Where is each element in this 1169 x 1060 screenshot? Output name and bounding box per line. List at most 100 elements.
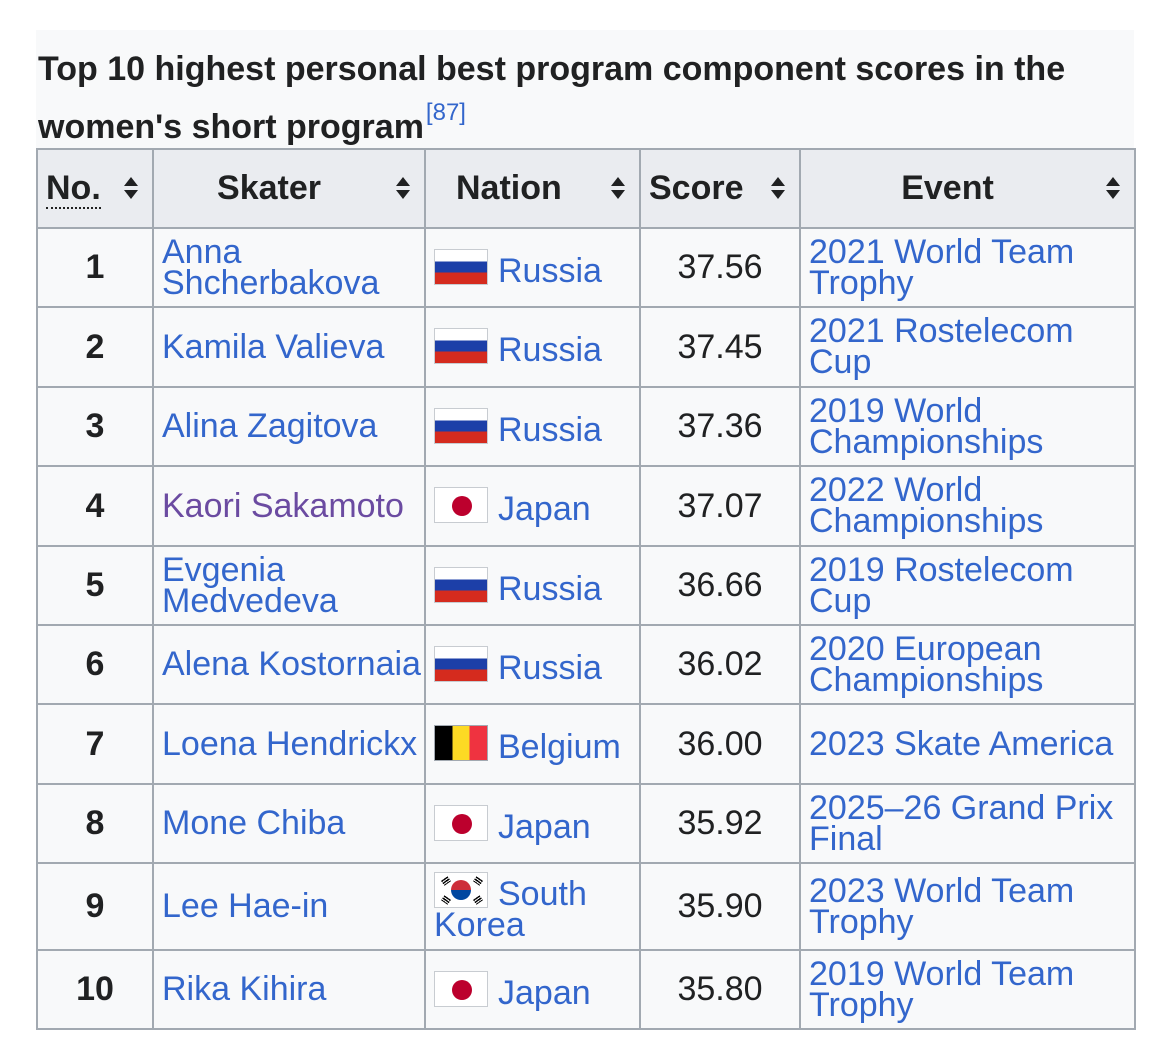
- skater-cell: Loena Hendrickx: [152, 703, 426, 785]
- table-row: 1 Anna Shcherbakova Russia 37.56 2021 World …: [36, 227, 1136, 308]
- score-cell: 37.45: [639, 306, 801, 388]
- nation-link[interactable]: South Korea: [434, 875, 587, 944]
- skater-link[interactable]: Alena Kostornaia: [162, 645, 421, 683]
- nation-link[interactable]: Japan: [498, 973, 591, 1012]
- skater-link[interactable]: Mone Chiba: [162, 804, 346, 842]
- event-link[interactable]: 2023 World Team Trophy: [809, 871, 1075, 941]
- russia-flag-icon: [434, 566, 488, 603]
- skater-cell: Kaori Sakamoto: [152, 465, 426, 547]
- skater-link[interactable]: Kamila Valieva: [162, 327, 385, 366]
- russia-flag-icon: [434, 328, 488, 364]
- table-caption: Top 10 highest personal best program com…: [38, 40, 1134, 156]
- nation-link[interactable]: Russia: [498, 648, 602, 687]
- event-link[interactable]: 2021 Rostelecom Cup: [809, 312, 1074, 381]
- belgium-flag-icon: [434, 725, 488, 761]
- rank-cell: 9: [36, 862, 154, 951]
- nation-link[interactable]: Russia: [498, 569, 602, 608]
- skater-link[interactable]: Kaori Sakamoto: [162, 486, 404, 525]
- sort-icon[interactable]: [1106, 177, 1120, 199]
- skater-link[interactable]: Alina Zagitova: [162, 407, 378, 445]
- skater-cell: Evgenia Medvedeva: [152, 545, 426, 626]
- skater-link[interactable]: Anna Shcherbakova: [162, 232, 380, 302]
- table-row: 9 Lee Hae-in South Korea 35.90 2023 World Te…: [36, 862, 1136, 951]
- rank-cell: 7: [36, 703, 154, 785]
- skater-link[interactable]: Rika Kihira: [162, 970, 327, 1008]
- event-cell: 2025–26 Grand Prix Final: [799, 783, 1136, 864]
- score-cell: 36.02: [639, 624, 801, 705]
- header-no[interactable]: No.: [36, 148, 154, 229]
- header-row: No. Skater Nation Score Event: [36, 148, 1136, 229]
- rank-cell: 5: [36, 545, 154, 626]
- russia-flag-icon: [434, 248, 488, 285]
- table-row: 6 Alena Kostornaia Russia 36.02 2020 Europea…: [36, 624, 1136, 705]
- skater-link[interactable]: Lee Hae-in: [162, 887, 329, 925]
- nation-link[interactable]: Russia: [498, 331, 602, 369]
- event-link[interactable]: 2019 World Team Trophy: [809, 954, 1075, 1024]
- skater-cell: Rika Kihira: [152, 949, 426, 1030]
- rank-cell: 6: [36, 624, 154, 705]
- skater-cell: Mone Chiba: [152, 783, 426, 864]
- table-row: 8 Mone Chiba Japan 35.92 2025–26 Grand Prix …: [36, 783, 1136, 864]
- header-skater[interactable]: Skater: [152, 148, 426, 229]
- sort-icon[interactable]: [124, 177, 138, 199]
- sort-icon[interactable]: [771, 177, 785, 199]
- skater-link[interactable]: Evgenia Medvedeva: [162, 550, 338, 620]
- nation-link[interactable]: Russia: [498, 251, 602, 290]
- score-cell: 36.00: [639, 703, 801, 785]
- score-cell: 37.56: [639, 227, 801, 308]
- rankings-table: No. Skater Nation Score Event 1 Anna Shch…: [36, 148, 1136, 1030]
- nation-cell: Japan: [424, 783, 641, 864]
- skater-cell: Anna Shcherbakova: [152, 227, 426, 308]
- table-caption-area: Top 10 highest personal best program com…: [36, 30, 1134, 148]
- event-link[interactable]: 2020 European Championships: [809, 629, 1044, 699]
- event-cell: 2019 World Team Trophy: [799, 949, 1136, 1030]
- score-cell: 37.07: [639, 465, 801, 547]
- skater-link[interactable]: Loena Hendrickx: [162, 724, 418, 763]
- table-row: 4 Kaori Sakamoto Japan 37.07 2022 World Cham…: [36, 465, 1136, 547]
- event-link[interactable]: 2019 World Championships: [809, 391, 1044, 461]
- score-cell: 35.90: [639, 862, 801, 951]
- skater-cell: Kamila Valieva: [152, 306, 426, 388]
- score-cell: 35.80: [639, 949, 801, 1030]
- score-cell: 36.66: [639, 545, 801, 626]
- rank-cell: 1: [36, 227, 154, 308]
- nation-cell: Russia: [424, 227, 641, 308]
- event-cell: 2023 Skate America: [799, 703, 1136, 785]
- score-cell: 35.92: [639, 783, 801, 864]
- event-link[interactable]: 2023 Skate America: [809, 724, 1114, 763]
- japan-flag-icon: [434, 970, 488, 1007]
- header-no-label: No.: [46, 169, 101, 209]
- nation-link[interactable]: Russia: [498, 410, 602, 449]
- japan-flag-icon: [434, 487, 488, 523]
- rank-cell: 4: [36, 465, 154, 547]
- rank-cell: 2: [36, 306, 154, 388]
- nation-cell: Russia: [424, 306, 641, 388]
- table-row: 5 Evgenia Medvedeva Russia 36.66 2019 Rostel…: [36, 545, 1136, 626]
- table-row: 7 Loena Hendrickx Belgium 36.00 2023 Skate A…: [36, 703, 1136, 785]
- event-cell: 2021 World Team Trophy: [799, 227, 1136, 308]
- nation-link[interactable]: Belgium: [498, 728, 621, 766]
- header-event[interactable]: Event: [799, 148, 1136, 229]
- event-link[interactable]: 2025–26 Grand Prix Final: [809, 788, 1114, 858]
- skater-cell: Alena Kostornaia: [152, 624, 426, 705]
- event-link[interactable]: 2021 World Team Trophy: [809, 232, 1075, 302]
- caption-title: Top 10 highest personal best program com…: [38, 50, 1066, 146]
- citation-link[interactable]: [87]: [425, 99, 466, 126]
- event-link[interactable]: 2019 Rostelecom Cup: [809, 550, 1074, 620]
- nation-link[interactable]: Japan: [498, 807, 591, 846]
- header-event-label: Event: [901, 169, 994, 207]
- event-cell: 2019 World Championships: [799, 386, 1136, 467]
- nation-cell: Japan: [424, 949, 641, 1030]
- rank-cell: 10: [36, 949, 154, 1030]
- event-link[interactable]: 2022 World Championships: [809, 471, 1044, 540]
- header-score-label: Score: [649, 169, 744, 207]
- event-cell: 2022 World Championships: [799, 465, 1136, 547]
- sort-icon[interactable]: [611, 177, 625, 199]
- nation-cell: Japan: [424, 465, 641, 547]
- nation-link[interactable]: Japan: [498, 490, 591, 528]
- header-nation[interactable]: Nation: [424, 148, 641, 229]
- header-score[interactable]: Score: [639, 148, 801, 229]
- sort-icon[interactable]: [396, 177, 410, 199]
- nation-cell: Russia: [424, 545, 641, 626]
- header-skater-label: Skater: [217, 169, 321, 207]
